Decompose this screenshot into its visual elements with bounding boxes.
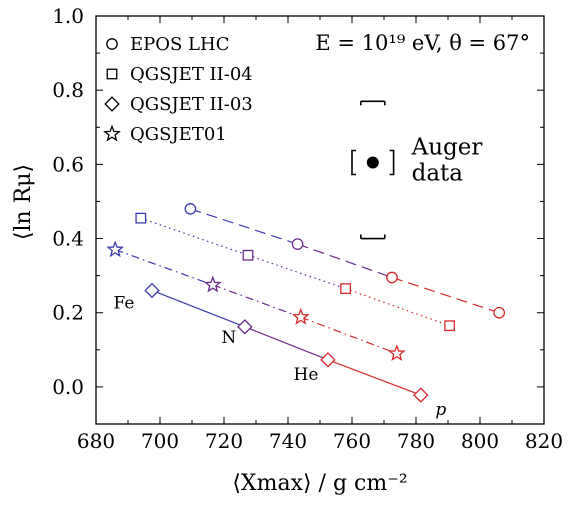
data-point-qgsjet01 xyxy=(203,275,222,293)
legend-label: QGSJET II-04 xyxy=(130,64,253,85)
series-line-qgsjet01 xyxy=(300,316,398,355)
data-point-epos-lhc xyxy=(184,203,197,215)
legend-marker xyxy=(103,124,121,142)
data-point-qgsjet-ii-04 xyxy=(135,212,147,224)
auger-sys-cap-top xyxy=(360,100,386,106)
data-point-qgsjet01 xyxy=(106,240,125,258)
data-point-qgsjet01 xyxy=(387,344,406,362)
x-tick-label: 780 xyxy=(397,429,435,453)
condition-label: E = 10¹⁹ eV, θ = 67° xyxy=(315,31,530,55)
auger-stat-bracket-left xyxy=(351,149,356,176)
legend-marker xyxy=(106,68,118,80)
x-tick-label: 740 xyxy=(269,429,307,453)
auger-label: Auger xyxy=(411,135,483,161)
auger-mean-point xyxy=(366,156,379,169)
y-tick-label: 0.8 xyxy=(52,78,84,102)
y-tick-label: 0.2 xyxy=(52,301,84,325)
series-line-epos-lhc xyxy=(297,243,393,279)
y-axis-label: ⟨ln Rμ⟩ xyxy=(11,164,36,240)
series-line-qgsjet-ii-03 xyxy=(244,326,329,361)
data-point-qgsjet-ii-04 xyxy=(340,283,352,295)
tick-marks xyxy=(95,15,545,425)
x-tick-label: 820 xyxy=(525,429,563,453)
series-line-qgsjet-ii-04 xyxy=(345,288,450,327)
primary-label: He xyxy=(294,365,319,385)
data-point-qgsjet-ii-03 xyxy=(237,319,253,335)
data-point-epos-lhc xyxy=(291,238,304,250)
primary-label: Fe xyxy=(114,293,135,313)
data-point-epos-lhc xyxy=(386,271,398,284)
legend: EPOS LHC QGSJET II-04 QGSJET II-03 QGSJET01 xyxy=(103,34,253,145)
data-point-qgsjet-ii-04 xyxy=(242,249,254,261)
legend-marker xyxy=(106,38,118,50)
legend-label: QGSJET II-03 xyxy=(130,94,253,115)
legend-marker xyxy=(104,96,120,112)
x-tick-label: 700 xyxy=(141,429,179,453)
auger-label: data xyxy=(412,161,464,187)
x-tick-label: 800 xyxy=(461,429,499,453)
series-line-qgsjet01 xyxy=(114,249,214,286)
auger-sys-cap-bottom xyxy=(360,234,386,240)
y-tick-label: 0.4 xyxy=(52,227,84,251)
data-point-qgsjet-ii-03 xyxy=(320,352,336,368)
data-point-qgsjet-ii-04 xyxy=(444,320,456,332)
series-lines xyxy=(114,208,500,396)
series-line-qgsjet01 xyxy=(212,284,302,318)
legend-label: EPOS LHC xyxy=(130,34,229,55)
series-line-qgsjet-ii-04 xyxy=(140,217,249,256)
legend-label: QGSJET01 xyxy=(130,124,227,145)
x-tick-label: 760 xyxy=(333,429,371,453)
auger-stat-bracket-right xyxy=(389,149,395,176)
series-line-epos-lhc xyxy=(190,208,298,245)
series-markers xyxy=(106,203,506,403)
series-line-epos-lhc xyxy=(391,276,500,314)
x-tick-label: 680 xyxy=(77,429,115,453)
series-line-qgsjet-ii-03 xyxy=(151,289,246,328)
tick-labels: 680 700 720 740 760 780 800 820 0.0 0.2 0.4 0.6 0.8 1… xyxy=(52,4,563,453)
y-tick-label: 1.0 xyxy=(52,4,84,28)
primary-label: N xyxy=(221,328,236,348)
data-point-qgsjet-ii-03 xyxy=(413,387,429,403)
x-axis-label: ⟨Xmax⟩ / g cm⁻² xyxy=(232,471,407,496)
series-line-qgsjet-ii-03 xyxy=(327,359,422,396)
series-line-qgsjet-ii-04 xyxy=(247,254,346,290)
data-point-qgsjet-ii-03 xyxy=(144,282,160,299)
data-point-epos-lhc xyxy=(493,306,506,319)
primary-labels: Fe N He p xyxy=(114,293,447,420)
primary-label: p xyxy=(435,400,446,420)
x-tick-label: 720 xyxy=(205,429,243,453)
y-tick-label: 0.6 xyxy=(52,152,84,176)
y-tick-label: 0.0 xyxy=(52,375,84,399)
plot-frame xyxy=(95,15,545,425)
data-point-qgsjet01 xyxy=(291,307,310,325)
